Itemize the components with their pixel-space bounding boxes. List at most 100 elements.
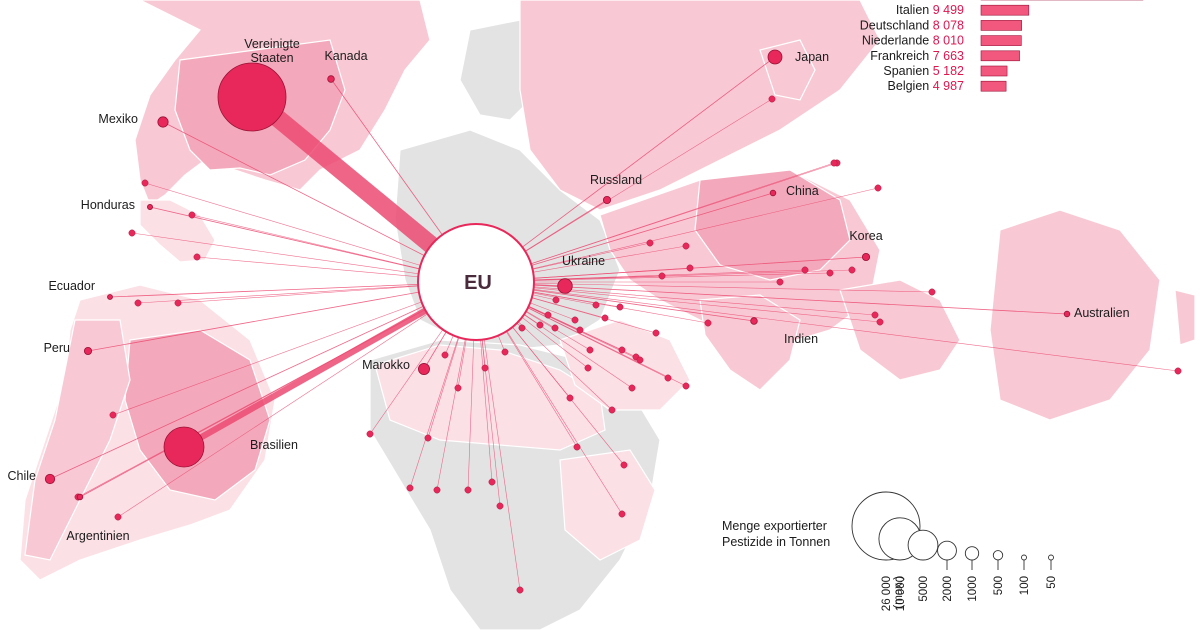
legend-circle-2000	[937, 540, 957, 561]
circle-china	[769, 189, 777, 197]
minor-destination-dot	[128, 229, 136, 237]
minor-destination-dot	[366, 430, 374, 438]
minor-destination-dot	[516, 586, 524, 594]
minor-destination-dot	[618, 510, 626, 518]
land-australia	[989, 209, 1161, 421]
minor-destination-dot	[776, 278, 784, 286]
minor-destination-dot	[620, 461, 628, 469]
label-ukraine: Ukraine	[562, 254, 605, 268]
bar-label-belgien: Belgien 4 987	[888, 79, 965, 93]
minor-destination-dot	[876, 318, 884, 326]
minor-destination-dot	[928, 288, 936, 296]
land-brazil	[124, 329, 271, 501]
legend-circle-50	[1048, 554, 1054, 561]
legend-tick-1000: 1000	[967, 576, 979, 602]
bar-label-italien: Italien 9 499	[896, 3, 964, 17]
flow-chile	[49, 281, 477, 480]
minor-destination-dot	[571, 316, 579, 324]
minor-destinations	[74, 95, 1182, 594]
minor-destination-dot	[536, 321, 544, 329]
label-korea: Korea	[849, 229, 882, 243]
destination-circles	[44, 49, 1071, 501]
bar-label-spanien: Spanien 5 182	[883, 64, 964, 78]
circle-ecuador	[107, 294, 113, 300]
minor-destination-dot	[826, 269, 834, 277]
minor-destination-dot	[433, 486, 441, 494]
minor-destination-dot	[501, 348, 509, 356]
minor-destination-dot	[768, 95, 776, 103]
legend-tick-2000: 2000	[942, 576, 954, 602]
minor-destination-dot	[616, 303, 624, 311]
land-central-america	[139, 199, 216, 263]
flow-korea	[475, 256, 867, 283]
circle-honduras	[147, 204, 153, 210]
legend-circle-1000	[964, 546, 980, 561]
land-new-zealand	[1174, 289, 1196, 346]
bar-deutschland	[980, 20, 1022, 31]
bar-spanien	[980, 65, 1008, 77]
land-masses	[19, 0, 1196, 630]
bar-label-grossbritannien: Grossbritannien 32 187	[834, 0, 964, 2]
label-mexiko: Mexiko	[98, 112, 138, 126]
minor-destination-dot	[406, 484, 414, 492]
circle-brasilien	[163, 426, 205, 468]
legend-tick-100: 100	[1019, 576, 1031, 595]
land-middle-east	[559, 319, 691, 411]
minor-destination-dot	[496, 502, 504, 510]
minor-destination-dot	[188, 211, 196, 219]
circle-peru	[83, 346, 93, 356]
minor-flow-line	[475, 281, 933, 293]
minor-destination-dot	[686, 264, 694, 272]
bar-italien	[980, 4, 1030, 16]
legend-tick-26-000: 26 000(max.)	[881, 576, 905, 611]
legend-tick-50: 50	[1046, 576, 1058, 589]
minor-destination-dot	[871, 311, 879, 319]
label-japan: Japan	[795, 50, 829, 64]
legend-circle-100	[1021, 554, 1027, 561]
minor-destination-dot	[573, 443, 581, 451]
minor-flow-line	[112, 281, 477, 416]
circle-argentinien	[76, 493, 84, 501]
minor-destination-dot	[586, 346, 594, 354]
minor-flow-line	[475, 281, 1179, 372]
legend-tick-5000: 5000	[918, 576, 930, 602]
land-india	[699, 294, 801, 391]
land-china	[694, 169, 851, 281]
minor-destination-dot	[488, 478, 496, 486]
label-indien: Indien	[784, 332, 818, 346]
label-argentinien: Argentinien	[66, 529, 129, 543]
flow-australien	[475, 281, 1068, 315]
minor-flow-line	[475, 187, 879, 283]
minor-destination-dot	[628, 384, 636, 392]
destination-labels: Vereinigte Staaten Kanada Mexiko Honduras Ecu…	[8, 37, 1130, 543]
minor-flow-line	[475, 272, 831, 283]
circle-japan	[767, 49, 783, 65]
circle-marokko	[418, 363, 430, 375]
bar-label-niederlande: Niederlande 8 010	[862, 34, 964, 48]
minor-destination-dot	[646, 239, 654, 247]
bar-belgien	[980, 80, 1007, 92]
minor-flow-line	[475, 162, 835, 283]
circle-vereinigte-staaten	[217, 62, 287, 132]
legend-circle-5000	[907, 529, 939, 561]
bar-frankreich	[980, 50, 1020, 62]
flow-japan	[475, 56, 776, 283]
minor-destination-dot	[848, 266, 856, 274]
minor-destination-dot	[636, 356, 644, 364]
minor-destination-dot	[601, 314, 609, 322]
legend-title-line1: Menge exportierter	[722, 519, 827, 533]
label-vereinigte-staaten: Vereinigte Staaten	[244, 37, 300, 65]
exporter-bar-chart: Grossbritannien 32 187Italien 9 499Deuts…	[834, 0, 1144, 93]
minor-destination-dot	[664, 374, 672, 382]
minor-destination-dot	[592, 301, 600, 309]
minor-destination-dot	[830, 159, 838, 167]
legend-circle-500	[992, 550, 1004, 561]
minor-destination-dot	[618, 346, 626, 354]
minor-destination-dot	[658, 272, 666, 280]
label-russland: Russland	[590, 173, 642, 187]
circle-australien	[1063, 310, 1071, 318]
label-chile: Chile	[8, 469, 37, 483]
land-southeast-asia	[839, 279, 961, 381]
circle-chile	[44, 473, 56, 485]
